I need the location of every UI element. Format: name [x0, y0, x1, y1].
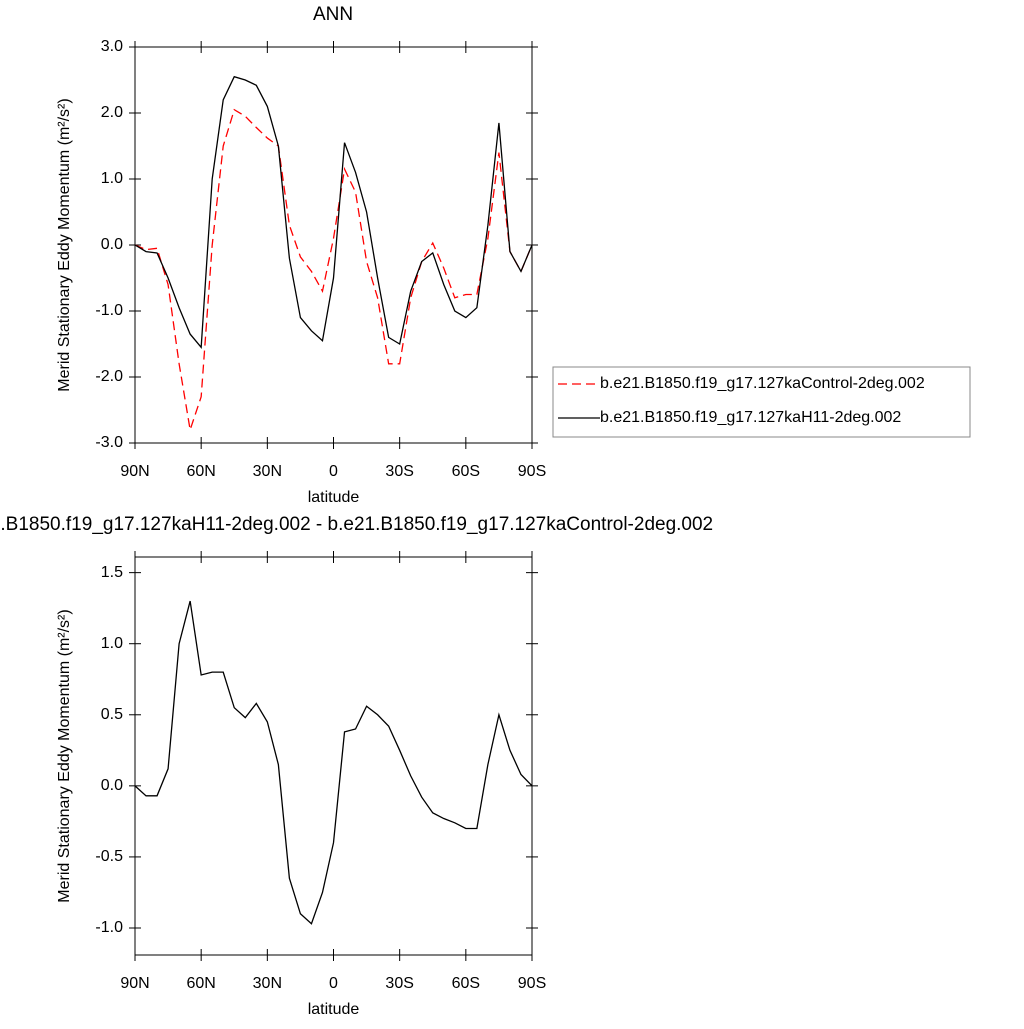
legend-label: b.e21.B1850.f19_g17.127kaH11-2deg.002	[600, 409, 901, 426]
y-tick-label: 0.0	[101, 236, 123, 253]
x-axis-label: latitude	[308, 489, 360, 506]
y-tick-label: 2.0	[101, 104, 123, 121]
x-tick-label: 90S	[518, 975, 546, 992]
y-axis-label: Merid Stationary Eddy Momentum (m²/s²)	[56, 609, 73, 902]
x-tick-label: 60N	[186, 975, 215, 992]
y-tick-label: 0.0	[101, 777, 123, 794]
y-tick-label: 0.5	[101, 706, 123, 723]
x-tick-label: 0	[329, 463, 338, 480]
y-tick-label: -3.0	[95, 434, 123, 451]
y-tick-label: 3.0	[101, 38, 123, 55]
legend-box	[552, 366, 971, 438]
x-tick-label: 90S	[518, 463, 546, 480]
x-tick-label: 60S	[452, 975, 480, 992]
legend-label: b.e21.B1850.f19_g17.127kaControl-2deg.00…	[600, 375, 925, 392]
x-tick-label: 90N	[120, 463, 149, 480]
y-tick-label: -0.5	[95, 848, 123, 865]
plot-frame	[134, 556, 533, 956]
x-tick-label: 0	[329, 975, 338, 992]
y-axis-label: Merid Stationary Eddy Momentum (m²/s²)	[56, 98, 73, 391]
y-tick-label: 1.5	[101, 564, 123, 581]
x-tick-label: 30N	[253, 975, 282, 992]
data-line	[134, 108, 533, 431]
x-tick-label: 30N	[253, 463, 282, 480]
x-tick-label: 60S	[452, 463, 480, 480]
data-line	[134, 600, 533, 925]
x-tick-label: 30S	[385, 463, 413, 480]
y-tick-label: -2.0	[95, 368, 123, 385]
chart-title: b.e21.B1850.f19_g17.127kaH11-2deg.002 - …	[0, 514, 713, 535]
chart-title: ANN	[313, 4, 353, 25]
x-tick-label: 90N	[120, 975, 149, 992]
y-tick-label: 1.0	[101, 635, 123, 652]
data-line	[134, 75, 533, 349]
x-tick-label: 60N	[186, 463, 215, 480]
x-axis-label: latitude	[308, 1001, 360, 1018]
y-tick-label: -1.0	[95, 302, 123, 319]
y-tick-label: -1.0	[95, 919, 123, 936]
x-tick-label: 30S	[385, 975, 413, 992]
plot-frame	[134, 46, 533, 444]
y-tick-label: 1.0	[101, 170, 123, 187]
